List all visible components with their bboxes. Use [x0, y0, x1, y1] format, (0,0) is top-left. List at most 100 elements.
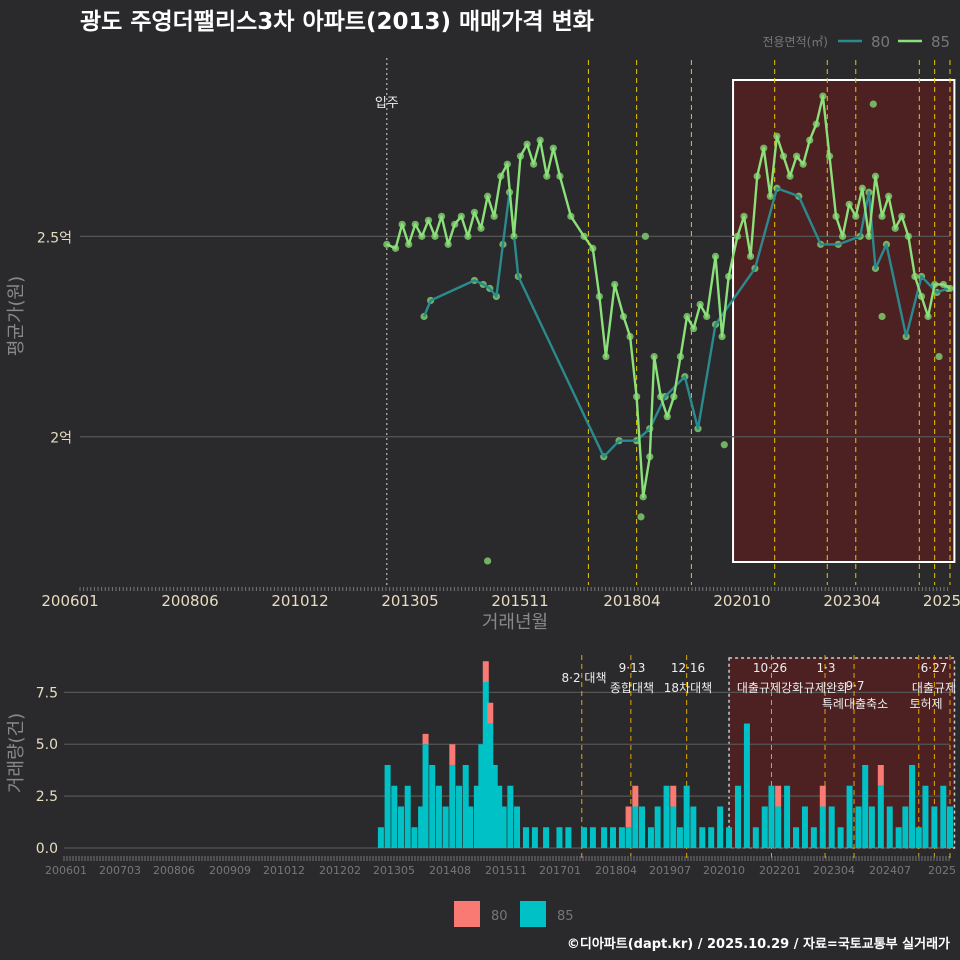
- volume-bar-85: [699, 827, 706, 848]
- volume-bar-85: [639, 806, 646, 848]
- volume-y-tick: 2.5: [36, 789, 58, 805]
- volume-legend-swatch-80: [454, 901, 480, 927]
- x-tick-label: 201305: [381, 592, 438, 610]
- volume-bar-85: [391, 785, 398, 848]
- policy-annotation: 대출규제강화: [737, 681, 803, 695]
- volume-bar-85: [456, 785, 463, 848]
- price-point: [935, 352, 943, 361]
- legend-title: 전용면적(㎡): [762, 35, 828, 49]
- volume-bar-85: [531, 827, 538, 848]
- price-point: [641, 232, 649, 240]
- volume-bar-85: [473, 785, 480, 848]
- volume-bar-85: [478, 744, 485, 848]
- volume-bar-85: [514, 806, 521, 848]
- policy-annotation: 종합대책: [610, 680, 654, 695]
- volume-bar-85: [556, 827, 563, 848]
- volume-bar-80: [482, 661, 489, 682]
- volume-x-tick: 202407: [869, 864, 911, 877]
- volume-bar-85: [801, 806, 808, 848]
- volume-bar-85: [868, 806, 875, 848]
- policy-annotation: 특례대출축소: [822, 697, 888, 711]
- x-tick-label: 201511: [491, 592, 548, 610]
- price-point: [720, 441, 728, 449]
- volume-bar-85: [397, 806, 404, 848]
- x-tick-label: 201012: [271, 592, 328, 610]
- policy-annotation: 토허제: [909, 697, 942, 711]
- policy-annotation: 9·13: [619, 661, 646, 675]
- volume-bar-85: [775, 806, 782, 848]
- volume-bar-85: [734, 785, 741, 848]
- volume-bar-85: [846, 785, 853, 848]
- volume-bar-85: [565, 827, 572, 848]
- volume-x-tick: 202010: [703, 864, 745, 877]
- x-tick-label: 202010: [713, 592, 770, 610]
- volume-chart: 0.0 2.5 5.0 7.5 8·2 대책 9·13 종합대책 12·16 18차대책 10·2…: [6, 655, 956, 927]
- volume-x-tick: 202304: [813, 864, 855, 877]
- y-tick-label: 2.5억: [37, 230, 72, 246]
- volume-y-tick: 0.0: [36, 841, 58, 857]
- volume-bar-85: [819, 806, 826, 848]
- volume-bar-80: [487, 702, 494, 724]
- volume-x-tick: 201907: [649, 864, 691, 877]
- volume-bar-85: [647, 827, 654, 848]
- volume-legend-label-80: 80: [491, 909, 508, 924]
- volume-bar-85: [717, 806, 724, 848]
- volume-bar-85: [862, 764, 869, 848]
- volume-x-tick: 200703: [99, 864, 141, 877]
- volume-bar-85: [496, 785, 503, 848]
- volume-bar-85: [708, 827, 715, 848]
- volume-x-tick: 200806: [153, 864, 195, 877]
- volume-x-tick: 201408: [429, 864, 471, 877]
- policy-annotation: 1·3: [816, 661, 835, 675]
- volume-bar-85: [761, 806, 768, 848]
- policy-annotation: 6·27: [921, 661, 948, 675]
- volume-bar-85: [837, 827, 844, 848]
- volume-legend-swatch-85: [520, 901, 546, 927]
- footer-credit: ©디아파트(dapt.kr) / 2025.10.29 / 자료=국토교통부 실…: [567, 936, 950, 952]
- volume-bar-80: [877, 764, 884, 786]
- volume-x-tick: 201012: [263, 864, 305, 877]
- volume-bar-85: [922, 785, 929, 848]
- volume-bar-85: [690, 806, 697, 848]
- policy-annotation: 8·2 대책: [562, 670, 607, 685]
- volume-bar-85: [793, 827, 800, 848]
- volume-bar-85: [507, 785, 514, 848]
- volume-bar-85: [768, 785, 775, 848]
- volume-bar-85: [828, 806, 835, 848]
- volume-x-tick: 201804: [595, 864, 637, 877]
- volume-x-tick: 2025: [928, 864, 956, 877]
- move-in-label: 입주: [375, 96, 399, 111]
- volume-x-tick: 200909: [209, 864, 251, 877]
- legend-label-85: 85: [931, 33, 950, 51]
- volume-bar-80: [632, 785, 639, 807]
- volume-bar-85: [947, 806, 953, 848]
- policy-annotation: 18차대책: [664, 680, 712, 695]
- x-tick-label: 200806: [161, 592, 218, 610]
- volume-bar-85: [654, 806, 661, 848]
- volume-bar-85: [676, 827, 683, 848]
- volume-bar-85: [784, 785, 791, 848]
- policy-annotation: 9·7: [845, 679, 864, 693]
- volume-bar-85: [931, 806, 938, 848]
- volume-bar-85: [909, 764, 916, 848]
- volume-bar-85: [377, 827, 384, 848]
- volume-bar-85: [422, 744, 429, 848]
- volume-bar-85: [810, 827, 817, 848]
- volume-bar-85: [462, 764, 469, 848]
- volume-bar-85: [449, 764, 456, 848]
- volume-bar-85: [632, 806, 639, 848]
- highlight-period-box: [732, 79, 956, 563]
- policy-annotation: 12·16: [671, 661, 705, 675]
- volume-bar-80: [449, 744, 456, 765]
- volume-bar-85: [404, 785, 411, 848]
- volume-y-tick: 5.0: [36, 737, 58, 753]
- volume-bar-85: [683, 785, 690, 848]
- volume-x-tick: 200601: [45, 864, 87, 877]
- volume-bar-85: [877, 785, 884, 848]
- volume-x-tick: 201305: [373, 864, 415, 877]
- volume-bar-85: [482, 681, 489, 848]
- volume-bar-85: [895, 827, 902, 848]
- volume-bar-85: [663, 785, 670, 848]
- volume-bar-85: [915, 827, 922, 848]
